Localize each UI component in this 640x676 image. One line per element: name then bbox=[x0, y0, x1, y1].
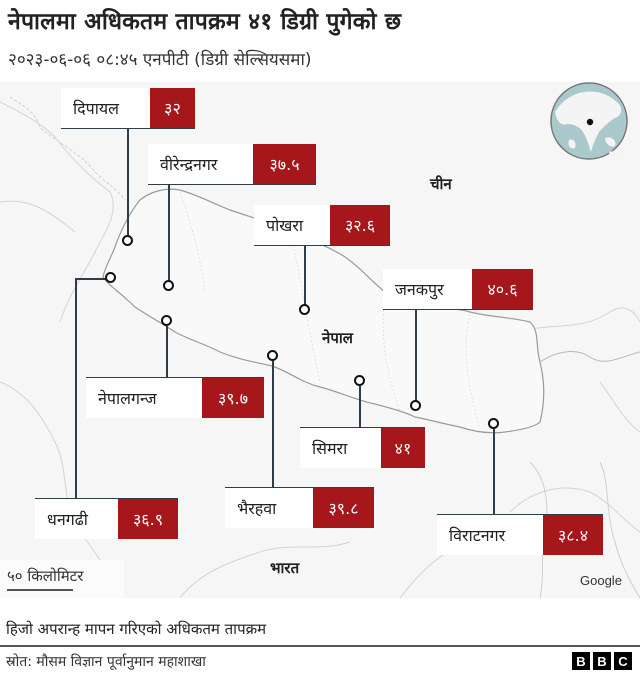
biratnagar-connector bbox=[493, 429, 495, 514]
bbc-logo-letter: C bbox=[614, 652, 632, 670]
station-label-virendranagar[interactable]: वीरेन्द्रनगर ३७.५ bbox=[148, 144, 316, 185]
simara-marker[interactable] bbox=[354, 375, 365, 386]
bbc-logo: B B C bbox=[572, 652, 632, 670]
station-name: पोखरा bbox=[254, 205, 330, 245]
india-label: भारत bbox=[270, 559, 300, 577]
bbc-logo-letter: B bbox=[572, 652, 590, 670]
station-temp: ३८.४ bbox=[543, 515, 603, 555]
station-temp: ३२ bbox=[150, 88, 195, 128]
bbc-logo-letter: B bbox=[593, 652, 611, 670]
page-title: नेपालमा अधिकतम तापक्रम ४१ डिग्री पुगेको … bbox=[8, 9, 402, 35]
station-label-dhangadhi[interactable]: धनगढी ३६.९ bbox=[35, 498, 178, 539]
china-label: चीन bbox=[430, 175, 452, 193]
scale-label: ५० किलोमिटर bbox=[7, 567, 84, 585]
station-name: नेपालगन्ज bbox=[86, 378, 202, 418]
nepal-label: नेपाल bbox=[322, 329, 353, 347]
janakpur-connector bbox=[415, 310, 417, 402]
station-temp: ३९.८ bbox=[313, 488, 374, 528]
station-name: धनगढी bbox=[35, 499, 118, 539]
pokhara-connector bbox=[304, 246, 306, 306]
dipayal-connector bbox=[127, 129, 129, 236]
station-name: भैरहवा bbox=[225, 488, 313, 528]
station-temp: ३७.५ bbox=[253, 144, 316, 184]
virendranagar-marker[interactable] bbox=[163, 280, 174, 291]
source-text: स्रोत: मौसम विज्ञान पूर्वानुमान महाशाखा bbox=[6, 654, 206, 670]
map-attribution: Google bbox=[580, 573, 622, 588]
biratnagar-marker[interactable] bbox=[488, 418, 499, 429]
chart-caption: हिजो अपरान्ह मापन गरिएको अधिकतम तापक्रम bbox=[6, 620, 267, 638]
nepalganj-marker[interactable] bbox=[161, 315, 172, 326]
scale-bar bbox=[7, 589, 73, 591]
station-label-pokhara[interactable]: पोखरा ३२.६ bbox=[254, 205, 390, 246]
dhangadhi-connector-h bbox=[75, 278, 109, 280]
station-temp: ३२.६ bbox=[330, 205, 390, 245]
dhangadhi-marker[interactable] bbox=[105, 272, 116, 283]
station-name: सिमरा bbox=[300, 428, 381, 468]
station-temp: ३९.७ bbox=[202, 378, 264, 418]
scale-legend: ५० किलोमिटर bbox=[0, 560, 124, 598]
simara-connector bbox=[359, 386, 361, 428]
map-base-borders bbox=[0, 96, 640, 598]
janakpur-marker[interactable] bbox=[410, 400, 421, 411]
station-label-simara[interactable]: सिमरा ४१ bbox=[300, 427, 425, 468]
bhairahawa-connector bbox=[272, 361, 274, 487]
dipayal-marker[interactable] bbox=[122, 235, 133, 246]
map: चीन नेपाल भारत दिपायल ३२ वीरेन्द्रनगर ३ bbox=[0, 82, 640, 598]
station-name: दिपायल bbox=[61, 88, 150, 128]
page-subtitle: २०२३-०६-०६ ०८:४५ एनपीटी (डिग्री सेल्सियस… bbox=[8, 50, 312, 70]
station-name: जनकपुर bbox=[383, 269, 472, 309]
station-temp: ४१ bbox=[381, 428, 425, 468]
virendranagar-connector bbox=[168, 185, 170, 281]
station-label-nepalganj[interactable]: नेपालगन्ज ३९.७ bbox=[86, 377, 264, 418]
station-label-biratnagar[interactable]: विराटनगर ३८.४ bbox=[437, 514, 603, 555]
station-name: वीरेन्द्रनगर bbox=[148, 144, 253, 184]
pokhara-marker[interactable] bbox=[299, 304, 310, 315]
station-name: विराटनगर bbox=[437, 515, 543, 555]
footer-divider bbox=[0, 645, 640, 647]
station-label-dipayal[interactable]: दिपायल ३२ bbox=[61, 88, 195, 129]
bhairahawa-marker[interactable] bbox=[267, 350, 278, 361]
station-label-bhairahawa[interactable]: भैरहवा ३९.८ bbox=[225, 487, 374, 528]
station-temp: ३६.९ bbox=[118, 499, 178, 539]
station-label-janakpur[interactable]: जनकपुर ४०.६ bbox=[383, 269, 533, 310]
nepalganj-connector bbox=[166, 326, 168, 378]
station-temp: ४०.६ bbox=[472, 269, 533, 309]
globe-locator-icon bbox=[550, 82, 628, 160]
dhangadhi-connector bbox=[75, 278, 77, 498]
